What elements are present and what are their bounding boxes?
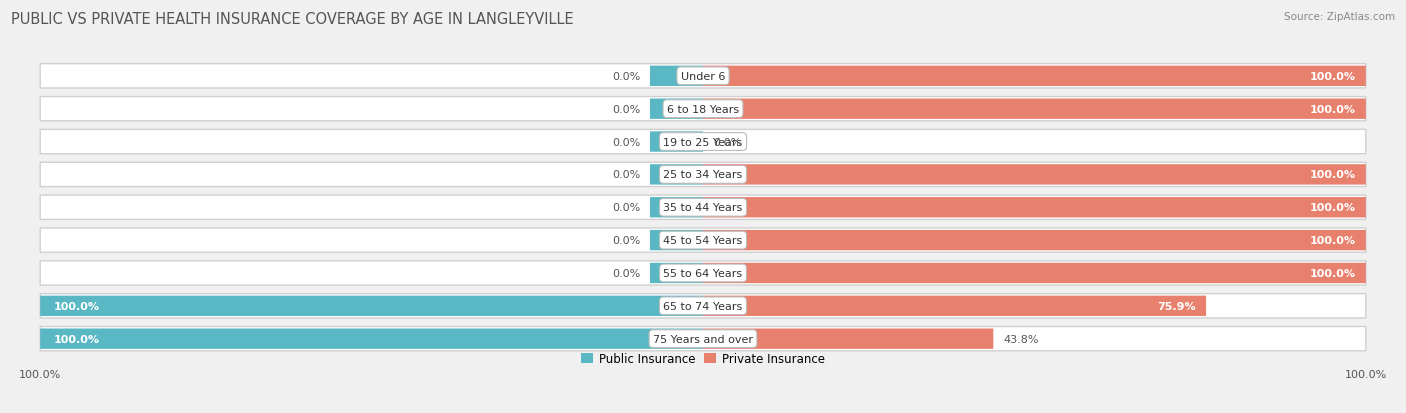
- FancyBboxPatch shape: [41, 327, 1365, 351]
- FancyBboxPatch shape: [703, 329, 993, 349]
- Text: 100.0%: 100.0%: [1310, 170, 1355, 180]
- Text: Source: ZipAtlas.com: Source: ZipAtlas.com: [1284, 12, 1395, 22]
- Text: 0.0%: 0.0%: [612, 104, 640, 114]
- FancyBboxPatch shape: [703, 66, 1365, 87]
- FancyBboxPatch shape: [41, 294, 1365, 318]
- Text: 6 to 18 Years: 6 to 18 Years: [666, 104, 740, 114]
- FancyBboxPatch shape: [650, 132, 703, 152]
- Text: 75 Years and over: 75 Years and over: [652, 334, 754, 344]
- Text: 100.0%: 100.0%: [1310, 268, 1355, 278]
- FancyBboxPatch shape: [41, 329, 703, 349]
- Text: 0.0%: 0.0%: [612, 203, 640, 213]
- Text: 43.8%: 43.8%: [1004, 334, 1039, 344]
- Text: 100.0%: 100.0%: [53, 334, 100, 344]
- Text: 35 to 44 Years: 35 to 44 Years: [664, 203, 742, 213]
- Text: 45 to 54 Years: 45 to 54 Years: [664, 235, 742, 245]
- FancyBboxPatch shape: [650, 99, 703, 120]
- FancyBboxPatch shape: [41, 196, 1365, 220]
- Text: 0.0%: 0.0%: [612, 170, 640, 180]
- FancyBboxPatch shape: [650, 66, 703, 87]
- Text: 100.0%: 100.0%: [1310, 235, 1355, 245]
- Text: 100.0%: 100.0%: [1310, 71, 1355, 82]
- FancyBboxPatch shape: [650, 197, 703, 218]
- FancyBboxPatch shape: [650, 263, 703, 283]
- Text: 0.0%: 0.0%: [612, 71, 640, 82]
- Text: 65 to 74 Years: 65 to 74 Years: [664, 301, 742, 311]
- Text: Under 6: Under 6: [681, 71, 725, 82]
- FancyBboxPatch shape: [703, 165, 1365, 185]
- FancyBboxPatch shape: [703, 99, 1365, 120]
- FancyBboxPatch shape: [650, 165, 703, 185]
- FancyBboxPatch shape: [703, 197, 1365, 218]
- Text: 100.0%: 100.0%: [53, 301, 100, 311]
- FancyBboxPatch shape: [41, 130, 1365, 154]
- Text: 25 to 34 Years: 25 to 34 Years: [664, 170, 742, 180]
- FancyBboxPatch shape: [41, 163, 1365, 187]
- FancyBboxPatch shape: [41, 261, 1365, 285]
- FancyBboxPatch shape: [703, 230, 1365, 251]
- Text: 100.0%: 100.0%: [1310, 203, 1355, 213]
- FancyBboxPatch shape: [41, 64, 1365, 89]
- FancyBboxPatch shape: [703, 296, 1206, 316]
- Text: 0.0%: 0.0%: [713, 137, 741, 147]
- FancyBboxPatch shape: [650, 230, 703, 251]
- FancyBboxPatch shape: [41, 228, 1365, 253]
- Text: PUBLIC VS PRIVATE HEALTH INSURANCE COVERAGE BY AGE IN LANGLEYVILLE: PUBLIC VS PRIVATE HEALTH INSURANCE COVER…: [11, 12, 574, 27]
- Text: 75.9%: 75.9%: [1157, 301, 1197, 311]
- FancyBboxPatch shape: [41, 97, 1365, 121]
- Text: 100.0%: 100.0%: [1310, 104, 1355, 114]
- Text: 0.0%: 0.0%: [612, 235, 640, 245]
- FancyBboxPatch shape: [41, 296, 703, 316]
- Text: 19 to 25 Years: 19 to 25 Years: [664, 137, 742, 147]
- Text: 55 to 64 Years: 55 to 64 Years: [664, 268, 742, 278]
- Legend: Public Insurance, Private Insurance: Public Insurance, Private Insurance: [576, 348, 830, 370]
- Text: 0.0%: 0.0%: [612, 137, 640, 147]
- Text: 0.0%: 0.0%: [612, 268, 640, 278]
- FancyBboxPatch shape: [703, 263, 1365, 283]
